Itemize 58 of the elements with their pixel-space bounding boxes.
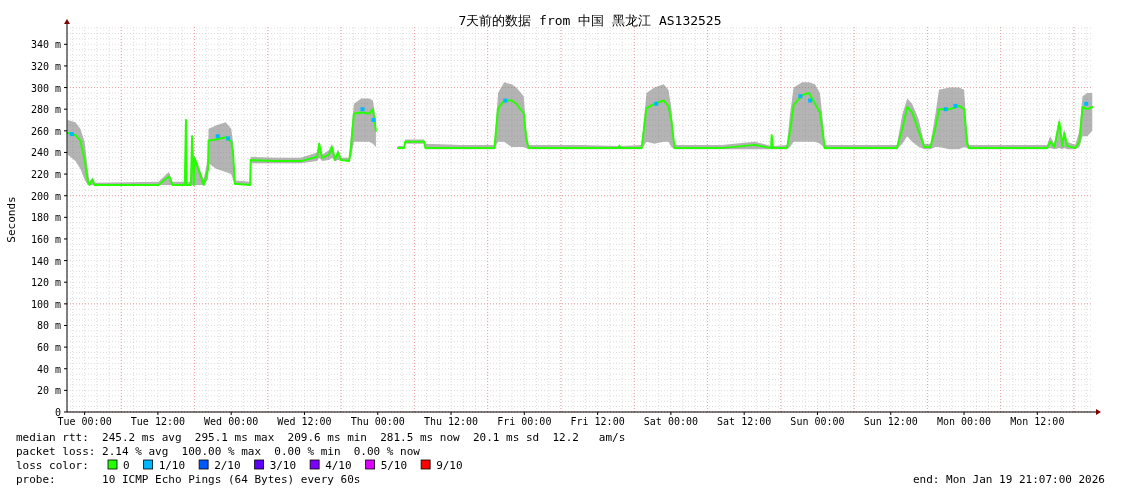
point <box>69 132 74 137</box>
y-tick-label: 280 m <box>30 104 61 116</box>
legend-label: 0 <box>123 459 130 472</box>
legend-label: 4/10 <box>325 459 352 472</box>
point <box>943 107 948 112</box>
x-tick-label: Tue 12:00 <box>130 416 185 427</box>
y-axis-title: Seconds <box>5 196 18 243</box>
text: median rtt: 245.2 ms avg 295.1 ms max 209.6 ms min 281.5 ms now 20.1 ms sd 12.2 am/s <box>16 431 626 444</box>
x-tick-label: Thu 12:00 <box>423 416 479 427</box>
point <box>360 107 365 112</box>
legend-label: 2/10 <box>214 459 241 472</box>
x-tick-label: Sat 12:00 <box>717 416 772 427</box>
y-tick-label: 40 m <box>36 363 61 375</box>
x-tick-label: Sat 00:00 <box>643 416 698 427</box>
point <box>808 98 813 103</box>
x-tick-label: Fri 00:00 <box>497 416 552 427</box>
y-tick-label: 160 m <box>30 233 61 245</box>
y-tick-label: 80 m <box>36 320 61 332</box>
legend-label: 3/10 <box>269 459 297 472</box>
y-tick-label: 140 m <box>30 255 61 267</box>
text: end: Mon Jan 19 21:07:00 2026 <box>912 473 1105 486</box>
point <box>953 103 958 108</box>
y-tick-label: 20 m <box>36 385 61 397</box>
x-tick-label: Wed 12:00 <box>277 416 332 427</box>
point <box>798 94 803 99</box>
point <box>654 101 659 106</box>
point <box>1084 101 1089 106</box>
y-tick-label: 340 m <box>30 39 61 51</box>
x-tick-label: Fri 12:00 <box>570 416 625 427</box>
y-tick-label: 240 m <box>30 147 61 159</box>
text: packet loss: 2.14 % avg 100.00 % max 0.00 % min 0.00 % now <box>16 445 421 458</box>
y-tick-label: 0 <box>54 407 61 418</box>
y-tick-label: 120 m <box>30 277 61 289</box>
y-tick-label: 320 m <box>30 60 61 72</box>
point <box>215 134 220 139</box>
x-tick-label: Sun 12:00 <box>863 416 918 427</box>
legend-label: 1/10 <box>158 459 186 472</box>
x-tick-label: Sun 00:00 <box>790 416 845 427</box>
x-tick-label: Tue 00:00 <box>57 416 112 427</box>
legend-title: loss color: <box>16 459 89 472</box>
x-tick-label: Wed 00:00 <box>204 416 259 427</box>
legend-label: 5/10 <box>380 459 408 472</box>
y-tick-label: 220 m <box>30 169 61 181</box>
y-tick-label: 60 m <box>36 342 61 354</box>
text: probe: 10 ICMP Echo Pings (64 Bytes) every 60s <box>16 473 361 486</box>
y-tick-label: 300 m <box>30 82 61 94</box>
point <box>371 118 376 123</box>
y-tick-label: 100 m <box>30 298 61 310</box>
x-tick-label: Mon 00:00 <box>936 416 992 427</box>
point <box>503 98 508 103</box>
y-tick-label: 180 m <box>30 212 61 224</box>
chart-title: 7天前的数据 from 中国 黑龙江 AS132525 <box>458 13 722 28</box>
legend-label: 9/10 <box>436 459 463 472</box>
x-tick-label: Mon 12:00 <box>1010 416 1065 427</box>
point <box>226 136 231 141</box>
y-tick-label: 260 m <box>30 125 61 137</box>
y-tick-label: 200 m <box>30 190 61 202</box>
x-tick-label: Thu 00:00 <box>350 416 405 427</box>
